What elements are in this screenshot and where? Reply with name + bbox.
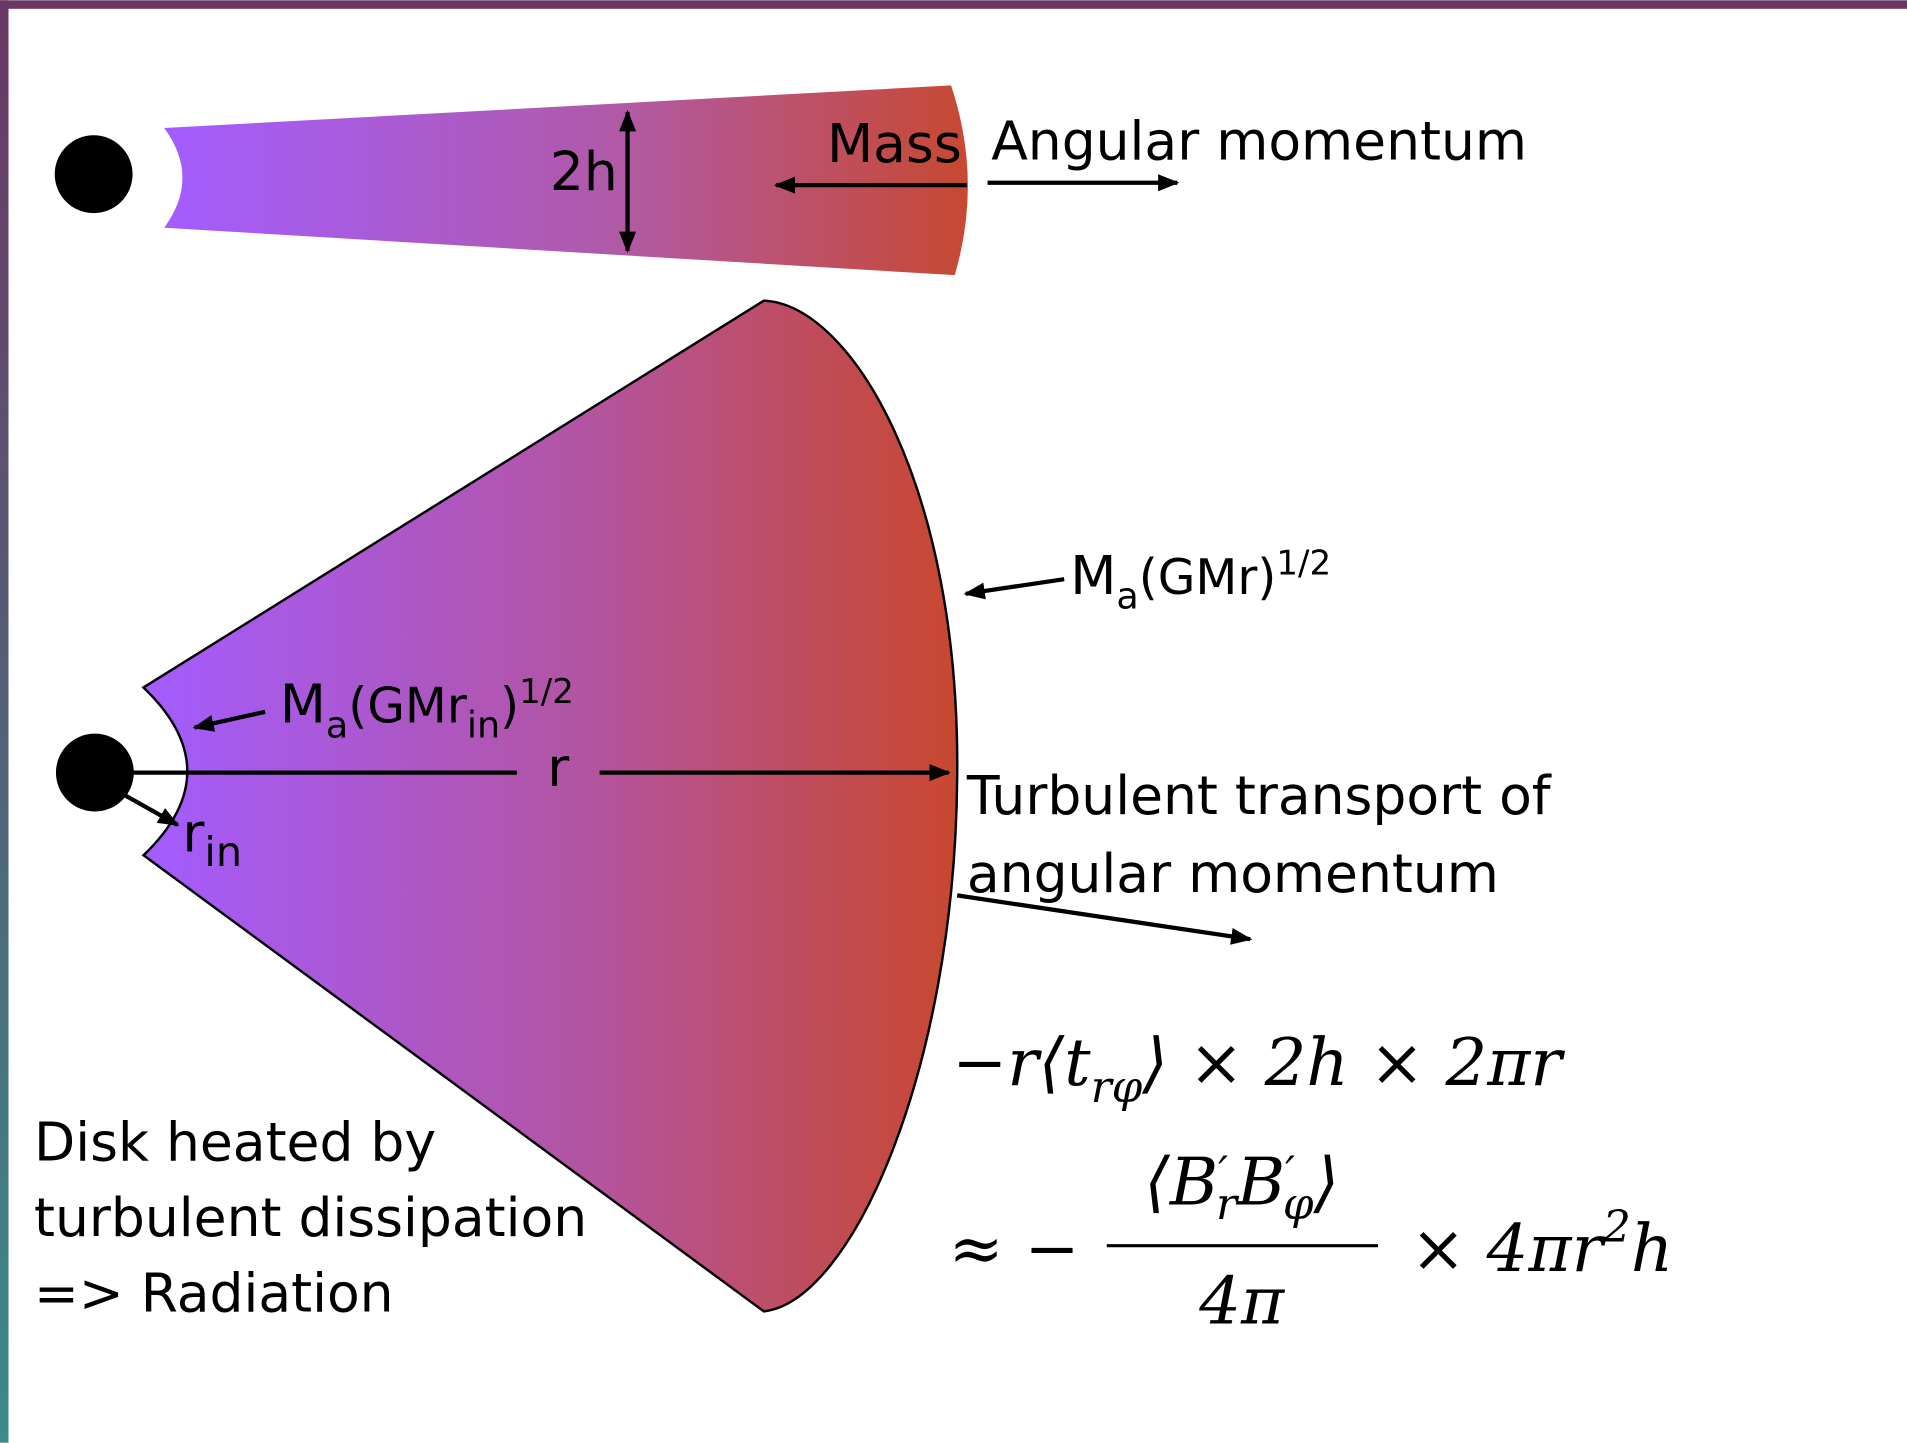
math: × 4πr <box>1411 1211 1607 1287</box>
subscript: rφ <box>1091 1062 1143 1113</box>
angular-label: Angular momentum <box>991 110 1527 173</box>
outer-flux-arrow <box>966 579 1065 594</box>
math: B <box>1236 1144 1285 1220</box>
symbol: M <box>1070 544 1116 607</box>
superscript: 1/2 <box>1276 543 1331 583</box>
top-border <box>0 0 1907 9</box>
subscript: in <box>467 703 500 746</box>
radius-label: r <box>547 736 569 799</box>
math: ⟩ × 2h × 2πr <box>1141 1025 1565 1101</box>
math: ⟩ <box>1313 1144 1340 1220</box>
equation: −r⟨trφ⟩ × 2h × 2πr <box>952 1025 1565 1113</box>
text: ) <box>500 679 519 735</box>
math: h <box>1631 1211 1673 1287</box>
mass-label: Mass <box>827 112 962 175</box>
text: (GMr) <box>1139 550 1277 606</box>
text: (GMr <box>348 679 467 735</box>
heating-label: => Radiation <box>34 1261 394 1324</box>
denominator: 4π <box>1198 1264 1286 1340</box>
outer-flux-label: Ma(GMr)1/2 <box>1070 543 1331 617</box>
math: −r⟨t <box>952 1025 1091 1101</box>
superscript: 1/2 <box>519 672 574 712</box>
symbol: M <box>280 673 326 736</box>
math: ⟨B <box>1144 1144 1218 1220</box>
transport-label: Turbulent transport of <box>966 764 1552 827</box>
heating-label: Disk heated by <box>34 1111 436 1174</box>
equation: ≈ − <box>949 1211 1080 1287</box>
subscript: a <box>1116 574 1138 617</box>
diagram: 2h Mass Angular momentum r rin Ma(GMrin)… <box>0 0 1907 1443</box>
left-border <box>0 0 9 1442</box>
transport-label: angular momentum <box>967 842 1499 905</box>
heating-label: turbulent dissipation <box>34 1186 587 1249</box>
numerator: ⟨B′rB′φ⟩ <box>1144 1144 1339 1230</box>
superscript: 2 <box>1602 1202 1631 1253</box>
equation: × 4πr2h <box>1411 1202 1673 1287</box>
subscript: a <box>326 703 348 746</box>
subscript: φ <box>1283 1179 1314 1230</box>
subscript: in <box>204 828 242 876</box>
symbol: r <box>182 802 204 865</box>
central-object <box>55 135 133 213</box>
height-label: 2h <box>550 140 618 203</box>
